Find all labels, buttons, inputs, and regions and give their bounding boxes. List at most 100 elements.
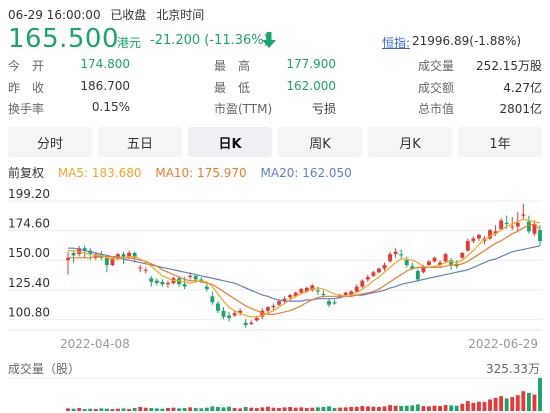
tab-1[interactable]: 五日	[98, 127, 182, 157]
candle-body	[149, 278, 154, 282]
stat-label: 成交额	[418, 81, 455, 95]
hang-seng-index-link[interactable]: 恒指:	[382, 36, 411, 50]
volume-bar	[432, 405, 437, 411]
candle-body	[293, 292, 298, 297]
candle-body	[421, 266, 426, 273]
candle-body	[510, 226, 515, 228]
currency-unit: 港元	[117, 36, 142, 50]
candle-body	[488, 230, 492, 239]
candle-body	[77, 248, 82, 255]
y-tick-label: 150.00	[8, 246, 50, 260]
candle-body	[443, 254, 448, 262]
candle-body	[538, 230, 542, 241]
candle-body	[315, 290, 320, 292]
stat-label: 最 低	[214, 81, 251, 95]
volume-bar	[321, 407, 326, 411]
volume-bar	[404, 405, 409, 411]
candle-body	[493, 231, 498, 234]
volume-bar	[365, 406, 370, 411]
volume-bar	[132, 408, 137, 411]
candle-body	[476, 234, 481, 239]
price-change: -21.200 (-11.36%)	[150, 33, 269, 48]
candle-body	[249, 322, 254, 324]
stat-value: 174.800	[80, 57, 130, 71]
candle-body	[410, 266, 415, 269]
volume-bar	[110, 409, 115, 411]
tab-2[interactable]: 日K	[188, 127, 272, 157]
stat-label: 昨 收	[8, 81, 45, 95]
volume-bar	[377, 407, 381, 411]
candle-body	[110, 257, 115, 266]
candle-body	[104, 257, 109, 266]
volume-bar	[288, 407, 293, 411]
volume-bar	[327, 406, 331, 411]
candle-body	[265, 307, 270, 311]
period-tabs: 分时 五日 日K 周K 月K 1年	[8, 127, 542, 157]
candle-body	[227, 315, 231, 318]
volume-bar	[160, 408, 165, 411]
volume-bar	[271, 407, 276, 411]
tab-5[interactable]: 1年	[458, 127, 542, 157]
volume-bar	[310, 407, 315, 411]
candle-body	[304, 287, 309, 292]
candle-body	[116, 254, 120, 258]
volume-bar	[82, 409, 87, 411]
volume-bar	[521, 391, 526, 411]
arrow-down-icon	[262, 32, 276, 48]
hang-seng-index-value: 21996.89(-1.88%)	[412, 34, 522, 48]
volume-bar	[66, 408, 70, 411]
candle-body	[404, 260, 409, 266]
stat-value: 186.700	[80, 79, 130, 93]
volume-bar	[265, 406, 270, 411]
volume-bar	[260, 407, 265, 411]
volume-bar	[343, 407, 348, 411]
stat-value: 4.27亿	[503, 81, 542, 95]
volume-bar	[393, 405, 398, 411]
volume-bar	[238, 408, 243, 411]
x-label-end: 2022-06-29	[468, 337, 538, 351]
volume-bar	[443, 405, 448, 411]
volume-bar	[482, 402, 487, 411]
candle-body	[138, 267, 143, 269]
volume-bar	[315, 407, 320, 411]
volume-bar	[454, 405, 459, 411]
current-price: 165.500	[8, 24, 120, 54]
candle-body	[299, 289, 304, 293]
volume-bar	[515, 395, 520, 411]
candle-body	[143, 269, 148, 271]
candle-body	[232, 313, 237, 316]
candle-body	[204, 286, 209, 290]
candle-body	[182, 284, 187, 287]
volume-bar	[504, 398, 509, 411]
volume-bar	[421, 406, 426, 411]
volume-bar	[449, 405, 454, 411]
candle-body	[288, 295, 293, 298]
candle-body	[82, 248, 87, 251]
candle-body	[388, 254, 393, 262]
candle-body	[188, 275, 193, 278]
volume-bar	[193, 408, 198, 411]
volume-bar	[532, 394, 537, 411]
kline-chart[interactable]: 199.20 174.60 150.00 125.40 100.80 2022-04-08…	[0, 180, 550, 413]
ma10-line	[68, 223, 541, 315]
volume-bar	[465, 401, 470, 411]
tab-0[interactable]: 分时	[8, 127, 92, 157]
tab-3[interactable]: 周K	[278, 127, 362, 157]
candle-body	[526, 221, 531, 232]
volume-bar	[415, 404, 420, 411]
candle-body	[271, 305, 276, 308]
market-status: 已收盘	[110, 8, 147, 22]
tab-4[interactable]: 月K	[368, 127, 452, 157]
candle-body	[215, 303, 220, 311]
candle-body	[382, 265, 387, 269]
adjust-mode-label[interactable]: 前复权	[8, 166, 45, 180]
candle-body	[521, 214, 526, 216]
volume-bar	[399, 406, 404, 411]
volume-bar	[510, 397, 515, 411]
candle-body	[438, 262, 442, 266]
volume-bar	[426, 406, 431, 411]
volume-bar	[371, 406, 376, 411]
candle-body	[277, 301, 281, 305]
volume-bar	[88, 408, 93, 411]
volume-bar	[382, 406, 387, 411]
